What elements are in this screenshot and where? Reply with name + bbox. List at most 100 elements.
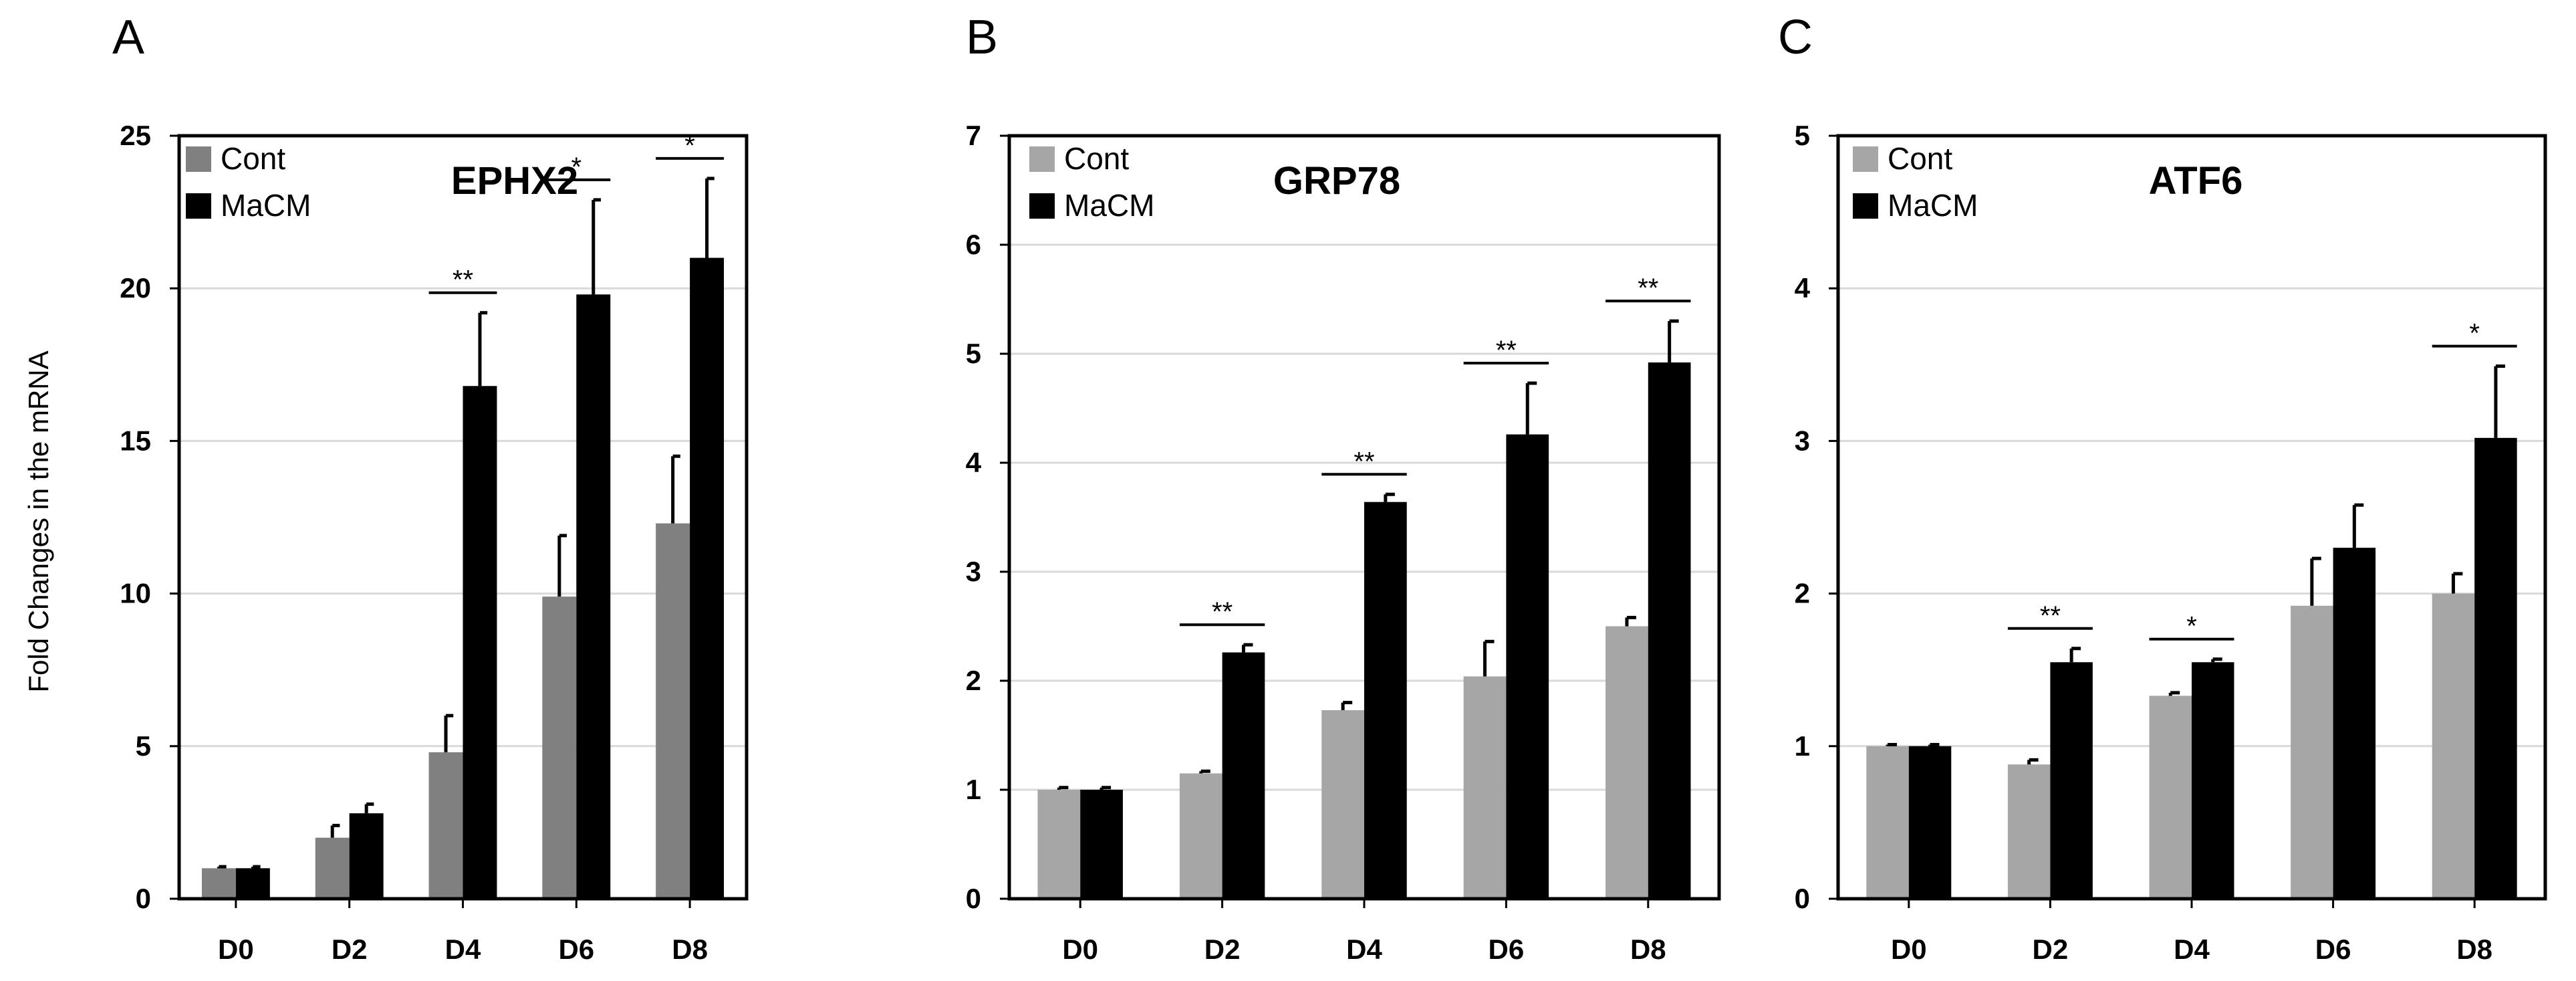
y-tick-label: 2 [1795, 578, 1810, 609]
x-tick-label: D4 [445, 934, 481, 965]
bar-cont-d2 [315, 837, 350, 899]
bar-macm-d8 [690, 257, 725, 899]
significance-label: ** [2040, 601, 2061, 631]
bar-cont-d8 [2432, 593, 2475, 899]
x-tick-label: D8 [1630, 934, 1666, 965]
x-tick-label: D4 [1346, 934, 1382, 965]
y-tick-label: 15 [120, 425, 151, 456]
legend-label-macm: MaCM [1888, 188, 1978, 223]
legend-label-cont: Cont [1064, 141, 1129, 176]
bar-macm-d6 [1506, 434, 1549, 899]
bars-group [201, 177, 725, 899]
y-tick-label: 1 [966, 774, 981, 805]
bar-macm-d2 [349, 813, 384, 899]
chart-title: GRP78 [1273, 159, 1400, 203]
legend-swatch-cont [186, 146, 211, 172]
panel-letter: C [1778, 11, 1813, 64]
y-tick-label: 5 [966, 338, 981, 369]
bars-group [1866, 364, 2517, 899]
bar-macm-d4 [1364, 502, 1407, 899]
y-tick-label: 4 [1795, 272, 1811, 304]
significance-label: * [2469, 319, 2480, 348]
bar-cont-d2 [1179, 773, 1222, 899]
y-axis-label: Fold Changes in the mRNA [23, 350, 54, 692]
y-tick-label: 25 [120, 120, 151, 151]
bar-macm-d8 [2474, 437, 2517, 899]
bar-macm-d0 [1908, 746, 1952, 899]
y-tick-label: 5 [136, 730, 151, 762]
legend-swatch-cont [1029, 146, 1055, 172]
y-tick-label: 20 [120, 272, 151, 304]
bar-cont-d0 [1037, 790, 1081, 899]
bar-cont-d2 [2007, 764, 2051, 899]
x-tick-label: D0 [1891, 934, 1927, 965]
bar-cont-d0 [201, 868, 236, 899]
bar-cont-d6 [2291, 605, 2333, 899]
bar-macm-d4 [463, 386, 497, 899]
x-tick-label: D6 [558, 934, 594, 965]
y-tick-label: 6 [966, 229, 981, 260]
y-tick-label: 3 [966, 556, 981, 587]
bar-cont-d4 [2149, 695, 2192, 899]
significance-label: ** [1354, 447, 1374, 476]
significance-label: ** [453, 265, 473, 295]
significance-label: * [2186, 612, 2197, 641]
bar-cont-d4 [1321, 710, 1364, 899]
legend-label-macm: MaCM [221, 188, 311, 223]
significance-label: * [684, 131, 695, 160]
legend-label-macm: MaCM [1064, 188, 1154, 223]
plot-frame [177, 134, 749, 901]
legend-swatch-macm [1853, 193, 1878, 219]
panel-letter: B [966, 11, 998, 64]
significance-label: * [571, 152, 582, 182]
bar-cont-d8 [1605, 626, 1648, 899]
significance-label: ** [1496, 336, 1517, 365]
bar-macm-d0 [235, 868, 270, 899]
bar-cont-d0 [1866, 746, 1909, 899]
bar-macm-d6 [576, 294, 611, 899]
y-tick-label: 2 [966, 665, 981, 696]
y-tick-label: 0 [966, 883, 981, 914]
legend-swatch-cont [1853, 146, 1878, 172]
x-tick-label: D6 [2315, 934, 2351, 965]
legend-label-cont: Cont [1888, 141, 1952, 176]
bar-cont-d6 [542, 596, 577, 899]
y-tick-label: 1 [1795, 730, 1810, 762]
bar-macm-d8 [1648, 362, 1691, 899]
x-tick-label: D2 [332, 934, 368, 965]
significance-label: ** [1212, 597, 1233, 627]
bar-macm-d0 [1080, 790, 1123, 899]
bar-macm-d4 [2192, 662, 2234, 899]
significance-label: ** [1638, 274, 1658, 303]
y-tick-label: 3 [1795, 425, 1810, 456]
plot-frame [1836, 134, 2547, 901]
x-tick-label: D8 [672, 934, 708, 965]
chart-title: ATF6 [2149, 159, 2243, 203]
x-tick-label: D6 [1489, 934, 1525, 965]
x-tick-label: D0 [218, 934, 254, 965]
chart-panel-b: B 0 1 2 3 4 5 6 7 D0 D2 D4 D6 D8 ** ** ** ** GRP78 Cont MaCM [966, 11, 1721, 965]
bar-cont-d4 [428, 752, 463, 899]
bar-macm-d2 [2050, 662, 2093, 899]
legend-swatch-macm [1029, 193, 1055, 219]
bar-cont-d8 [656, 523, 690, 899]
bar-macm-d6 [2333, 548, 2376, 899]
bar-cont-d6 [1463, 676, 1507, 899]
x-tick-label: D2 [2033, 934, 2069, 965]
x-tick-label: D4 [2174, 934, 2210, 965]
panel-letter: A [112, 11, 144, 64]
x-tick-label: D8 [2456, 934, 2492, 965]
legend-swatch-macm [186, 193, 211, 219]
y-tick-label: 0 [136, 883, 151, 914]
plot-frame [1007, 134, 1721, 901]
y-tick-label: 10 [120, 578, 151, 609]
bar-macm-d2 [1222, 652, 1265, 899]
x-tick-label: D0 [1062, 934, 1098, 965]
legend-label-cont: Cont [221, 141, 285, 176]
y-tick-label: 7 [966, 120, 981, 151]
bars-group [1037, 319, 1691, 899]
